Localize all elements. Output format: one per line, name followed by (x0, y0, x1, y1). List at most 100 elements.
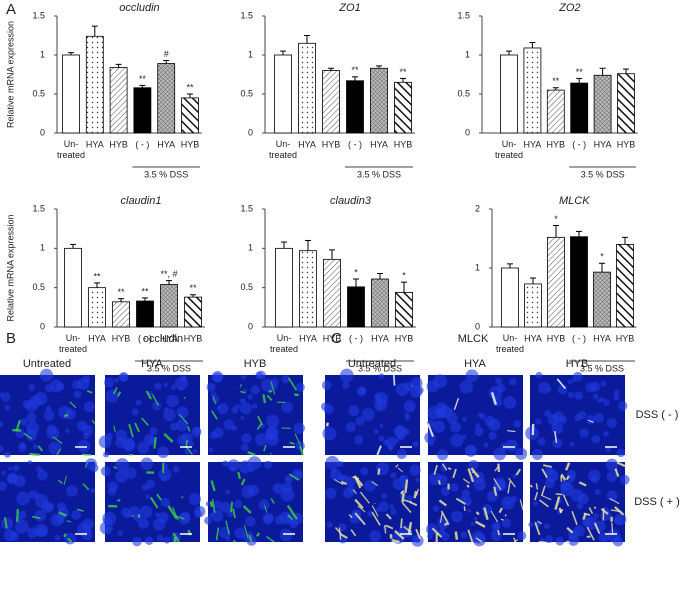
x-tick-label: ( - ) (572, 333, 586, 343)
x-tick-label-part: Un- (66, 333, 81, 343)
nucleus (340, 369, 354, 383)
x-tick-label-part: treated (270, 344, 298, 354)
error-bar (70, 244, 76, 248)
nucleus (163, 537, 170, 544)
nucleus (176, 419, 189, 432)
nucleus (556, 537, 565, 546)
stain (182, 497, 183, 498)
nucleus (171, 385, 176, 390)
stain (12, 430, 21, 431)
y-tick-label: 1.5 (240, 10, 253, 20)
nucleus (1, 470, 6, 475)
significance: * (402, 271, 406, 281)
nucleus (390, 508, 397, 515)
stain (263, 394, 265, 403)
nucleus (326, 488, 337, 499)
nucleus (222, 461, 228, 467)
nucleus (40, 369, 53, 382)
chart-title: MLCK (559, 195, 590, 207)
nucleus (451, 511, 463, 523)
nucleus (194, 427, 201, 434)
nucleus (213, 428, 224, 439)
stain (234, 541, 235, 542)
nucleus (494, 523, 501, 530)
nucleus (117, 530, 123, 536)
error-bar (622, 237, 628, 244)
nucleus (153, 518, 165, 530)
row-label: DSS ( - ) (636, 409, 679, 421)
nucleus (560, 480, 570, 490)
stain (594, 507, 596, 508)
nucleus (14, 475, 26, 487)
stain (539, 541, 546, 542)
error-bar (281, 242, 287, 248)
stain (282, 428, 291, 429)
nucleus (19, 442, 25, 448)
y-tick-label: 0 (475, 321, 480, 331)
x-tick-label: HYA (88, 333, 106, 343)
stain (64, 415, 68, 417)
nucleus (614, 513, 626, 525)
micrograph (204, 456, 303, 546)
nucleus (471, 522, 475, 526)
micrograph (528, 459, 629, 547)
column-label: Untreated (348, 358, 396, 370)
nucleus (193, 449, 198, 454)
nucleus (540, 537, 544, 541)
nucleus (78, 440, 91, 453)
stain (394, 375, 395, 386)
error-bar (280, 51, 286, 55)
micrograph (99, 372, 202, 458)
bar (525, 284, 542, 327)
y-tick-label: 1.5 (457, 10, 470, 20)
nucleus (71, 510, 81, 520)
nucleus (552, 438, 562, 448)
bar (571, 237, 588, 327)
nucleus (618, 401, 627, 410)
nucleus (546, 469, 559, 482)
nucleus (194, 506, 205, 517)
stain (154, 437, 155, 448)
nucleus (397, 449, 407, 459)
nucleus (593, 394, 599, 400)
x-tick-label-part: Un- (64, 139, 79, 149)
error-bar (94, 283, 100, 288)
column-label: HYA (464, 358, 486, 370)
nucleus (450, 434, 463, 447)
x-tick-label: HYA (157, 139, 175, 149)
nucleus (465, 445, 477, 457)
x-tick-label: HYA (370, 139, 388, 149)
nucleus (228, 459, 240, 471)
significance: ** (186, 82, 194, 92)
error-bar (530, 278, 536, 284)
bar (65, 248, 82, 327)
nucleus (257, 371, 266, 380)
error-bar (305, 240, 311, 250)
nucleus (115, 437, 126, 448)
nucleus (145, 494, 149, 498)
micrograph (321, 369, 424, 459)
nucleus (607, 471, 618, 482)
nucleus (569, 442, 574, 447)
nucleus (163, 409, 176, 422)
error-bar (377, 274, 383, 280)
nucleus (225, 489, 230, 494)
nucleus (204, 517, 212, 525)
nucleus (497, 384, 505, 392)
nucleus (491, 530, 502, 541)
nucleus (383, 440, 388, 445)
nucleus (177, 406, 189, 418)
nucleus (114, 378, 119, 383)
nucleus (404, 400, 416, 412)
nucleus (47, 427, 60, 440)
x-tick-label: HYA (160, 333, 178, 343)
nucleus (427, 533, 433, 539)
x-tick-label: HYB (395, 333, 414, 343)
y-axis-label: Relative mRNA expression (5, 214, 15, 321)
nucleus (503, 396, 516, 409)
panel-title: MLCK (458, 333, 489, 345)
nucleus (101, 466, 111, 476)
chart-title: ZO1 (338, 2, 360, 14)
chart-title: claudin3 (330, 195, 372, 207)
nucleus (90, 464, 98, 472)
